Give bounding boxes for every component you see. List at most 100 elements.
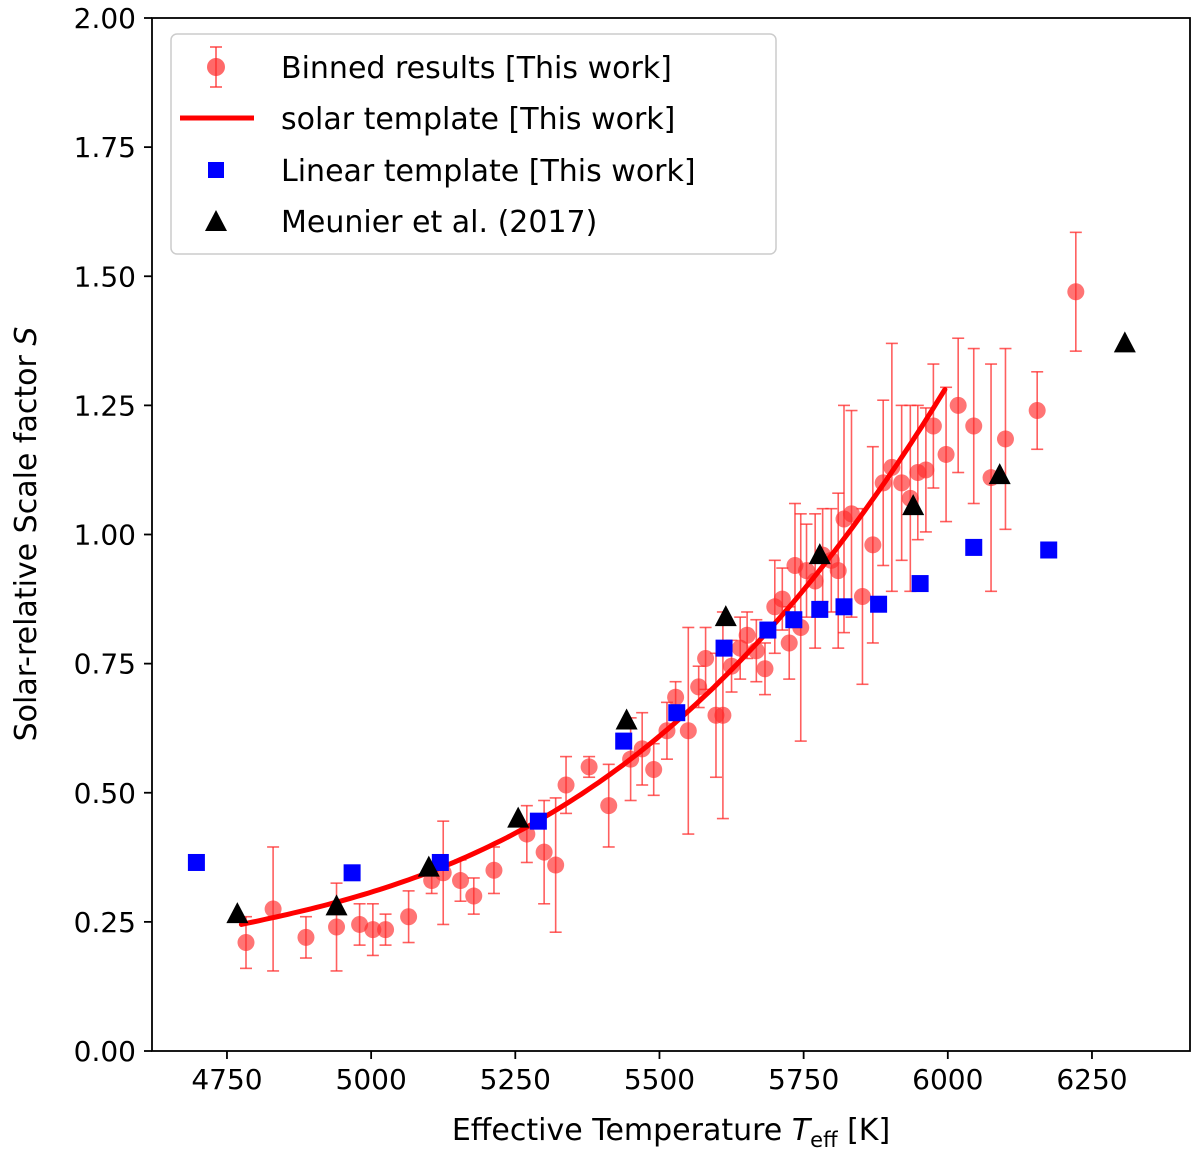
binned-marker bbox=[773, 590, 791, 608]
binned-marker bbox=[924, 417, 942, 435]
binned-point bbox=[1028, 371, 1046, 451]
binned-marker bbox=[557, 776, 575, 794]
binned-point bbox=[485, 846, 503, 895]
legend-entry-meunier: Meunier et al. (2017) bbox=[205, 205, 597, 240]
binned-marker bbox=[535, 843, 553, 861]
x-tick-label: 6000 bbox=[912, 1063, 983, 1096]
legend-box bbox=[170, 33, 777, 255]
meunier-marker bbox=[808, 543, 831, 565]
data-layer bbox=[187, 231, 1136, 972]
binned-marker bbox=[328, 918, 346, 936]
binned-point bbox=[364, 902, 382, 957]
binned-marker bbox=[452, 872, 470, 890]
legend: Binned results [This work] solar templat… bbox=[170, 33, 777, 255]
y-tick-label: 1.50 bbox=[74, 260, 136, 293]
binned-marker bbox=[264, 900, 282, 918]
legend-circle-marker bbox=[207, 58, 225, 76]
legend-entry-binned: Binned results [This work] bbox=[207, 46, 672, 88]
x-axis-label: Effective Temperature Teff [K] bbox=[452, 1113, 890, 1155]
binned-point bbox=[645, 742, 663, 797]
binned-marker bbox=[679, 722, 697, 740]
legend-label-solar-template: solar template [This work] bbox=[281, 102, 675, 137]
y-tick-label: 1.25 bbox=[74, 389, 136, 422]
meunier-marker bbox=[507, 806, 530, 828]
binned-marker bbox=[756, 660, 774, 678]
binned-point bbox=[965, 347, 983, 505]
binned-point bbox=[351, 902, 369, 946]
legend-entry-solar-template: solar template [This work] bbox=[180, 102, 675, 137]
binned-marker bbox=[697, 649, 715, 667]
binned-point bbox=[264, 846, 282, 972]
meunier-marker bbox=[714, 605, 737, 627]
linear-template-marker bbox=[715, 639, 733, 657]
linear-template-marker bbox=[965, 538, 983, 556]
binned-marker bbox=[937, 445, 955, 463]
binned-marker bbox=[864, 536, 882, 554]
binned-marker bbox=[645, 761, 663, 779]
linear-template-marker bbox=[870, 595, 888, 613]
linear-template-marker bbox=[529, 812, 547, 830]
y-tick-label: 0.50 bbox=[74, 777, 136, 810]
y-tick-label: 0.25 bbox=[74, 906, 136, 939]
meunier-marker bbox=[988, 463, 1011, 485]
meunier-marker bbox=[325, 894, 348, 916]
binned-marker bbox=[667, 688, 685, 706]
x-axis-unit: [K] bbox=[847, 1113, 890, 1148]
linear-template-marker bbox=[811, 600, 829, 618]
binned-point bbox=[465, 877, 483, 915]
binned-marker bbox=[485, 861, 503, 879]
binned-marker bbox=[465, 887, 483, 905]
binned-marker bbox=[731, 639, 749, 657]
linear-template-marker bbox=[759, 621, 777, 639]
linear-template-marker bbox=[785, 611, 803, 629]
y-tick-label: 1.75 bbox=[74, 131, 136, 164]
legend-label-binned: Binned results [This work] bbox=[281, 51, 672, 86]
linear-template-marker bbox=[343, 864, 361, 882]
legend-label-linear-template: Linear template [This work] bbox=[281, 154, 696, 189]
linear-template-marker bbox=[835, 598, 853, 616]
binned-point bbox=[731, 616, 749, 680]
legend-triangle-marker bbox=[205, 210, 227, 231]
binned-marker bbox=[806, 572, 824, 590]
x-axis-symbol: T bbox=[792, 1113, 813, 1148]
binned-marker bbox=[1028, 402, 1046, 420]
linear-template-marker bbox=[668, 704, 686, 722]
x-tick-label: 5250 bbox=[480, 1063, 551, 1096]
binned-marker bbox=[996, 430, 1014, 448]
legend-entry-linear-template: Linear template [This work] bbox=[208, 154, 696, 189]
y-tick-label: 0.75 bbox=[74, 648, 136, 681]
y-axis-label: Solar-relative Scale factor S bbox=[9, 327, 44, 742]
binned-marker bbox=[351, 915, 369, 933]
meunier-marker bbox=[902, 494, 925, 516]
binned-marker bbox=[842, 505, 860, 523]
binned-point bbox=[806, 513, 824, 649]
binned-point bbox=[400, 890, 418, 944]
linear-template-marker bbox=[187, 853, 205, 871]
binned-marker bbox=[917, 461, 935, 479]
meunier-marker bbox=[1113, 331, 1136, 353]
linear-template-marker bbox=[1040, 541, 1058, 559]
x-tick-label: 5750 bbox=[768, 1063, 839, 1096]
binned-marker bbox=[547, 856, 565, 874]
binned-marker bbox=[780, 634, 798, 652]
binned-point bbox=[773, 567, 791, 631]
binned-point bbox=[937, 386, 955, 523]
binned-point bbox=[1067, 231, 1085, 352]
binned-marker bbox=[1067, 283, 1085, 301]
binned-point bbox=[949, 337, 967, 474]
y-tick-label: 1.00 bbox=[74, 519, 136, 552]
binned-point bbox=[798, 523, 816, 618]
binned-point bbox=[996, 347, 1014, 531]
binned-marker bbox=[738, 626, 756, 644]
meunier-marker bbox=[226, 902, 249, 924]
legend-square-marker bbox=[208, 162, 224, 178]
x-tick-label: 6250 bbox=[1056, 1063, 1127, 1096]
linear-template-marker bbox=[911, 575, 929, 593]
binned-marker bbox=[400, 908, 418, 926]
linear-template-marker bbox=[615, 732, 633, 750]
binned-point bbox=[377, 913, 395, 946]
binned-marker bbox=[364, 921, 382, 939]
legend-label-meunier: Meunier et al. (2017) bbox=[281, 205, 597, 240]
binned-marker bbox=[690, 678, 708, 696]
